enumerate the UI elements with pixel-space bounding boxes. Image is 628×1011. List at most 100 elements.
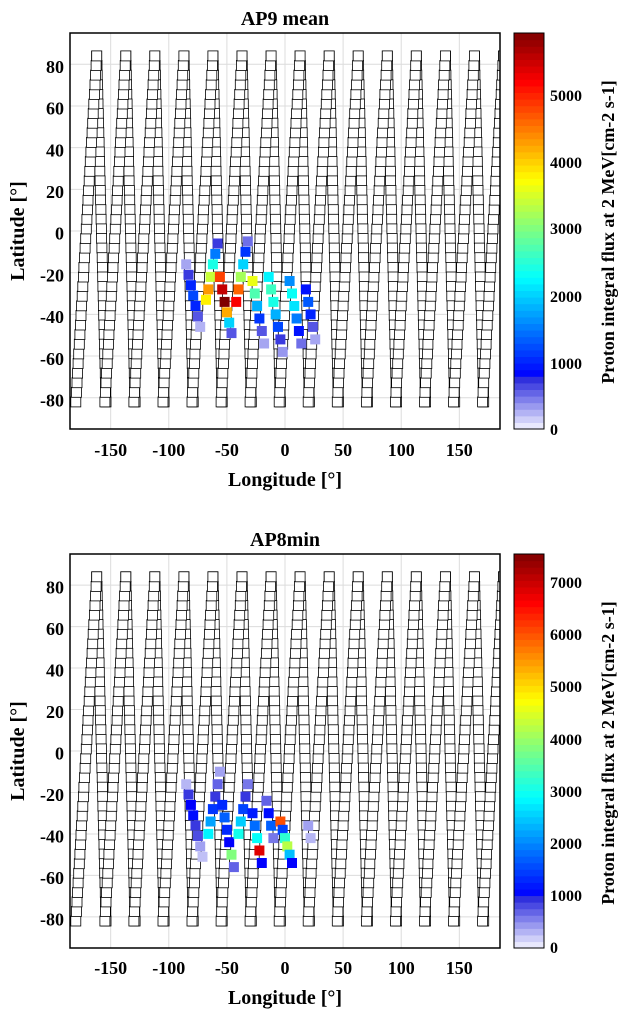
orbit-marker <box>332 906 344 917</box>
orbit-marker <box>136 791 147 803</box>
orbit-marker <box>235 581 247 592</box>
y-tick-label: 0 <box>55 744 64 764</box>
orbit-marker <box>346 156 358 168</box>
orbit-marker <box>294 50 306 62</box>
orbit-marker <box>95 204 107 216</box>
orbit-marker <box>501 648 511 658</box>
orbit-marker <box>331 396 343 408</box>
orbit-marker <box>144 127 156 139</box>
flux-marker <box>212 238 223 249</box>
orbit-marker <box>454 290 466 302</box>
orbit-marker <box>502 166 512 176</box>
y-tick-label: -60 <box>40 868 64 888</box>
orbit-marker <box>369 781 380 793</box>
orbit-marker <box>159 877 171 889</box>
orbit-marker <box>415 233 427 244</box>
orbit-marker <box>339 781 351 793</box>
orbit-marker <box>501 147 511 157</box>
orbit-marker <box>312 233 324 244</box>
orbit-marker <box>481 319 493 331</box>
orbit-marker <box>401 724 413 736</box>
orbit-marker <box>114 676 125 688</box>
orbit-marker <box>255 743 267 755</box>
orbit-marker <box>268 686 280 697</box>
orbit-marker <box>262 619 274 630</box>
flux-marker <box>219 812 230 823</box>
flux-marker <box>252 301 263 311</box>
orbit-marker <box>461 695 473 707</box>
flux-marker <box>192 311 203 322</box>
orbit-marker <box>317 667 329 678</box>
orbit-marker <box>287 695 299 707</box>
orbit-marker <box>327 705 339 717</box>
flux-marker <box>188 810 199 821</box>
orbit-marker <box>501 137 511 147</box>
orbit-marker <box>217 887 229 898</box>
orbit-marker <box>414 175 426 187</box>
orbit-marker <box>97 261 108 273</box>
flux-marker <box>263 271 274 282</box>
orbit-marker <box>96 233 107 244</box>
orbit-marker <box>100 377 112 389</box>
orbit-marker <box>212 223 224 235</box>
flux-marker <box>254 313 265 324</box>
orbit-marker <box>348 647 360 659</box>
orbit-marker <box>503 224 513 234</box>
orbit-marker <box>448 396 459 408</box>
orbit-marker <box>413 686 425 697</box>
colorbar-tick-label: 1000 <box>550 356 582 373</box>
orbit-marker <box>279 300 291 312</box>
orbit-marker <box>161 858 172 870</box>
orbit-marker <box>366 300 378 312</box>
colorbar-band <box>514 171 544 179</box>
orbit-marker <box>474 762 486 774</box>
orbit-marker <box>404 676 416 688</box>
orbit-marker <box>379 89 391 100</box>
orbit-marker <box>268 695 280 707</box>
orbit-marker <box>112 175 124 187</box>
orbit-marker <box>136 271 147 283</box>
orbit-marker <box>456 772 468 783</box>
orbit-marker <box>288 156 300 168</box>
orbit-marker <box>205 89 217 100</box>
orbit-marker <box>137 252 149 264</box>
orbit-marker <box>357 223 369 235</box>
colorbar-band <box>514 836 544 844</box>
flux-marker <box>219 296 230 307</box>
orbit-marker <box>163 290 175 302</box>
orbit-marker <box>381 581 393 592</box>
colorbar-band <box>514 849 544 857</box>
chart-title: AP8min <box>250 529 320 551</box>
orbit-marker <box>451 338 463 350</box>
colorbar-band <box>514 382 544 390</box>
flux-marker <box>275 816 286 827</box>
orbit-marker <box>292 600 304 611</box>
colorbar-band <box>514 422 544 430</box>
orbit-marker <box>247 348 259 360</box>
orbit-marker <box>170 705 182 717</box>
orbit-marker <box>501 157 511 167</box>
orbit-marker <box>188 877 200 889</box>
orbit-marker <box>448 386 460 398</box>
orbit-marker <box>217 877 229 889</box>
colorbar-band <box>514 888 544 897</box>
orbit-marker <box>141 695 153 707</box>
flux-marker <box>242 779 253 790</box>
orbit-marker <box>169 194 181 206</box>
orbit-marker <box>211 714 223 726</box>
orbit-marker <box>287 165 299 177</box>
orbit-marker <box>147 89 158 100</box>
orbit-marker <box>174 117 186 129</box>
orbit-marker <box>240 194 252 206</box>
orbit-marker <box>152 686 164 697</box>
orbit-marker <box>117 98 129 110</box>
orbit-marker <box>373 714 385 726</box>
orbit-marker <box>371 223 383 235</box>
orbit-marker <box>228 695 240 707</box>
orbit-marker <box>247 877 258 889</box>
orbit-marker <box>473 743 485 755</box>
orbit-marker <box>239 156 251 168</box>
orbit-marker <box>153 705 164 717</box>
orbit-marker <box>124 724 136 736</box>
orbit-marker <box>396 290 408 302</box>
